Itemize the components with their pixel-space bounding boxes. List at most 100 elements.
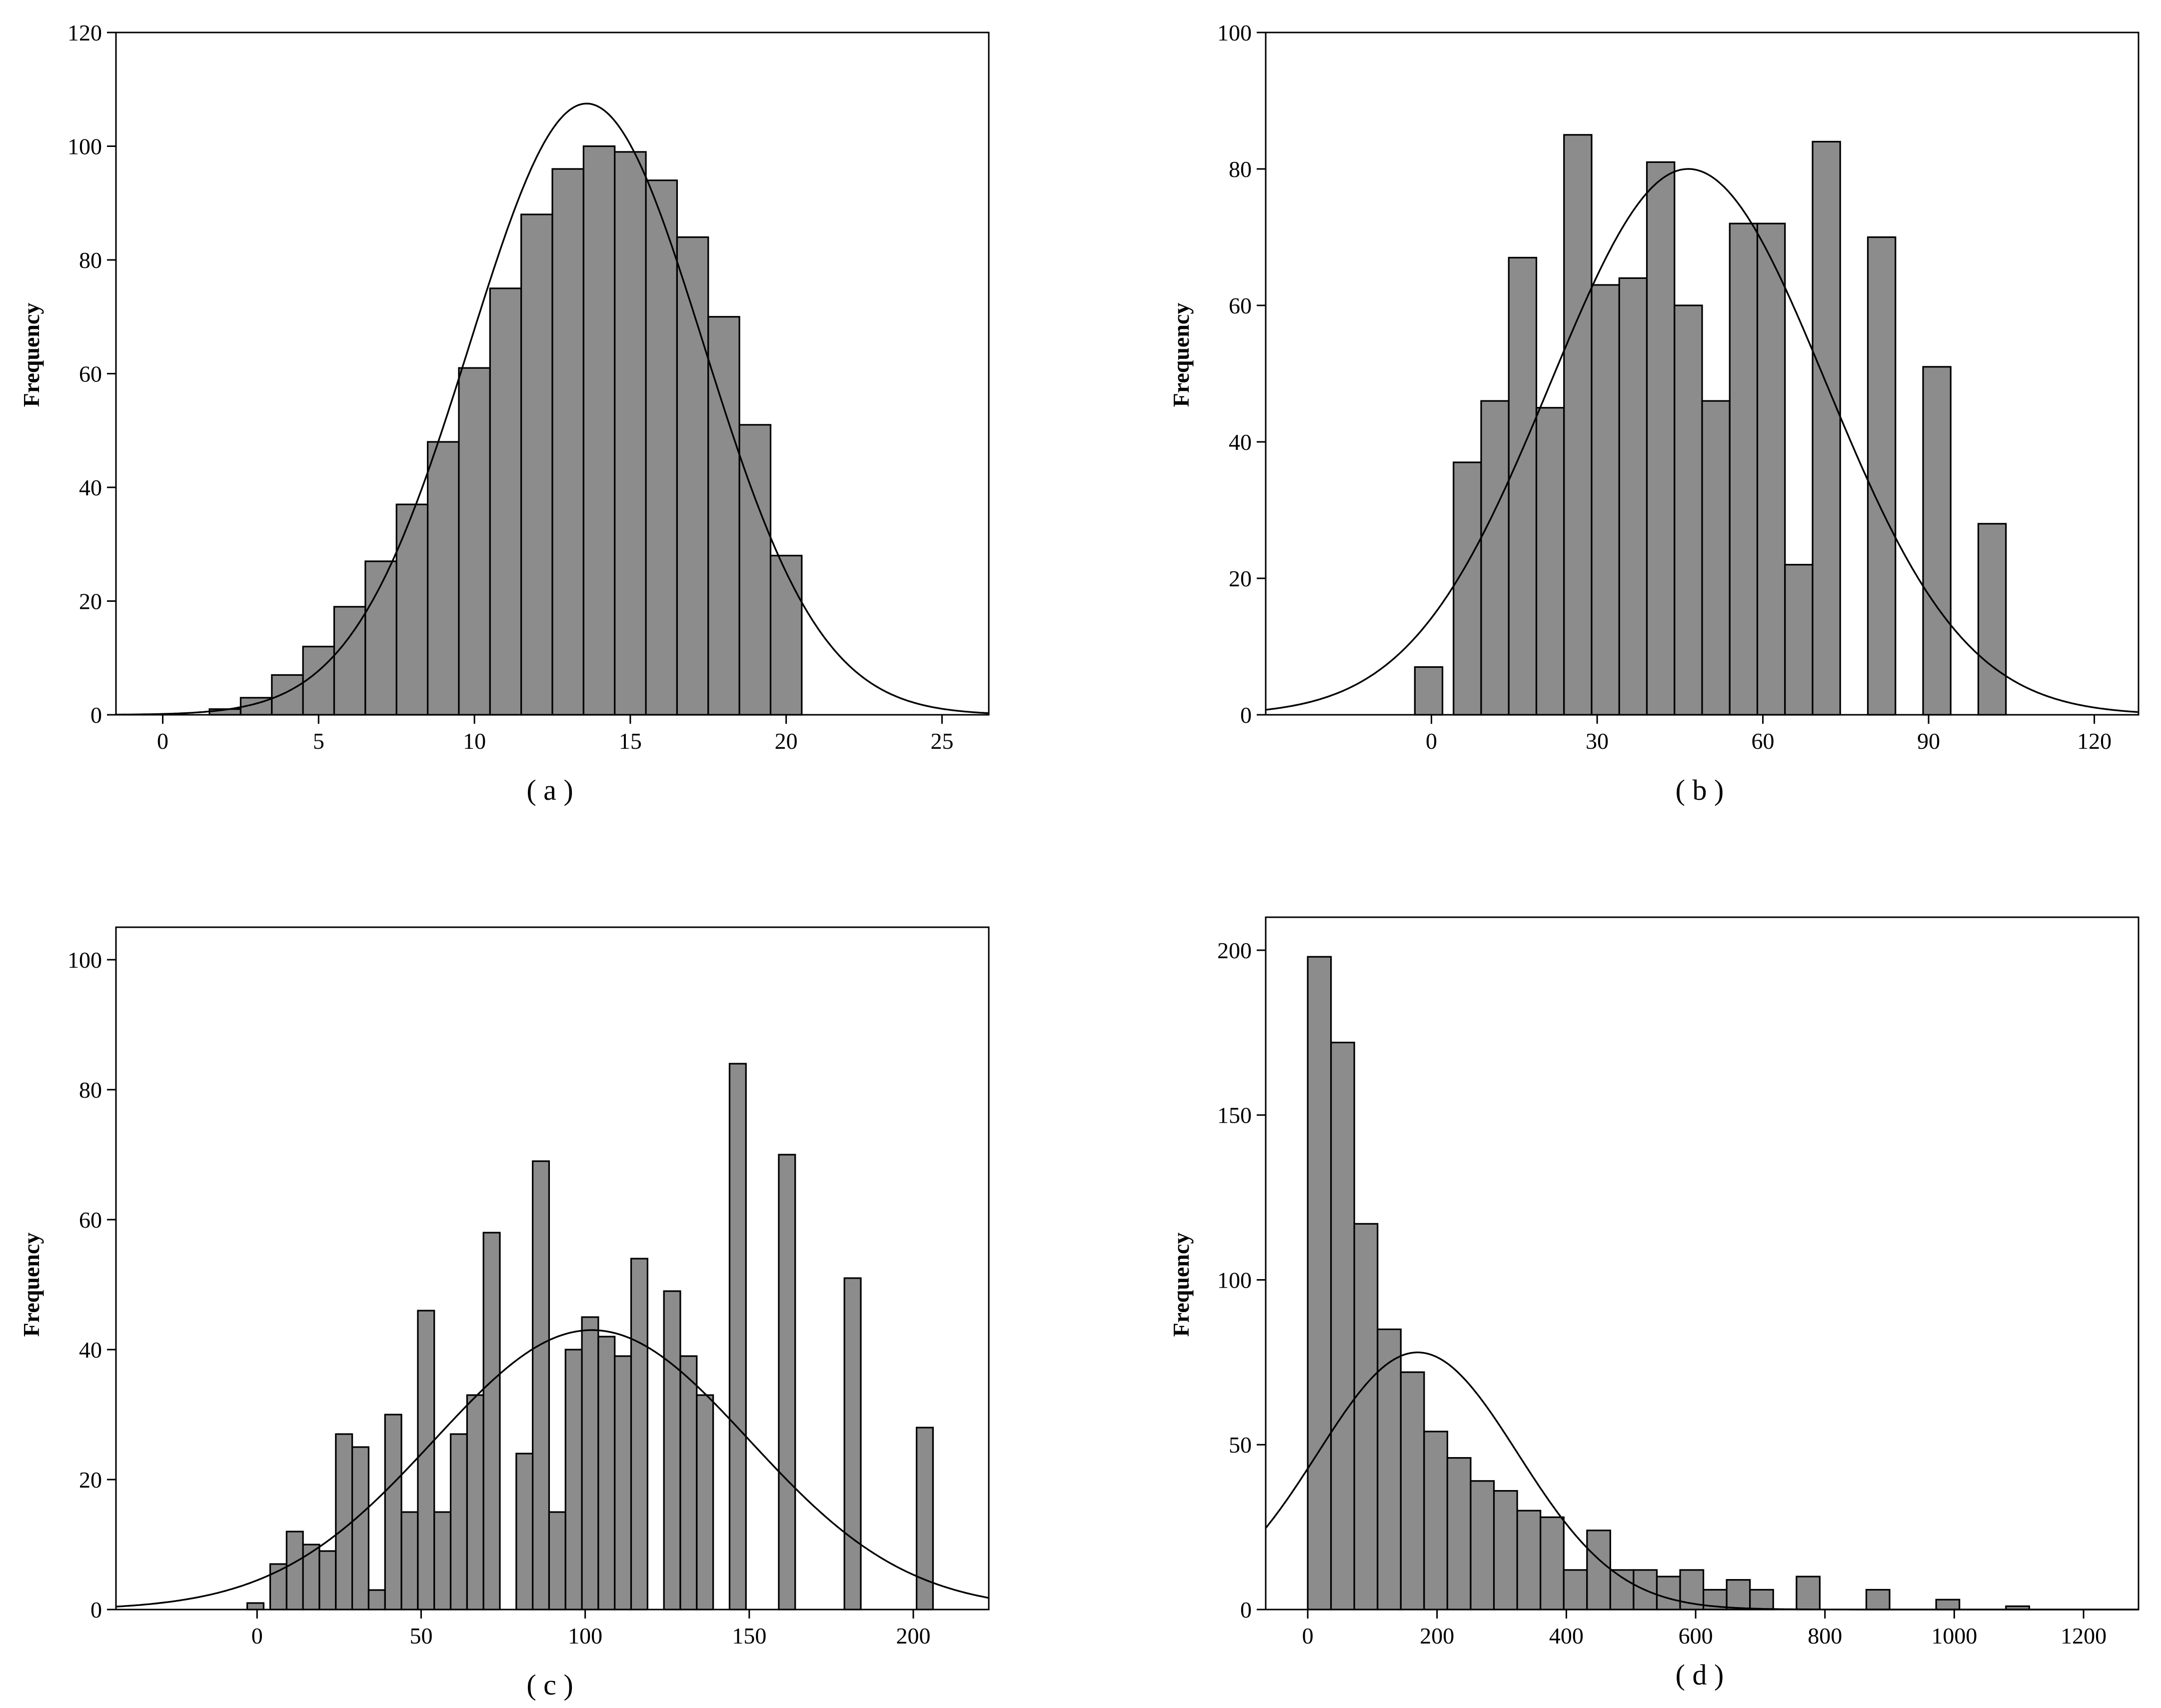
panel-b-bar [1977,523,2007,716]
panel-d-bar [1586,1530,1611,1611]
panel-c-y-tick-label: 20 [79,1467,102,1493]
panel-a-bar [520,213,553,716]
panel-c-bar [417,1310,435,1611]
panel-a-bar [489,287,522,716]
panel-a-x-tick-label: 5 [313,728,324,754]
panel-b-bar [1756,222,1786,716]
panel-c-bar [843,1277,862,1611]
panel-a-x-tick-label: 20 [775,728,798,754]
panel-c-caption: ( c ) [526,1669,573,1701]
panel-b-y-tick-label: 0 [1240,702,1252,728]
panel-c-bar [614,1355,632,1611]
panel-c-bar [679,1355,698,1611]
panel-b-x-tick-label: 120 [2077,728,2112,754]
panel-a: Frequency ( a ) 0 5 10 15 20 25 0 20 40 60 80 100 12… [18,20,990,806]
panel-a-bar [395,503,429,716]
panel-b-bar [1701,400,1731,716]
panel-d-x-tick-label: 400 [1549,1623,1584,1649]
panel-a-bar [551,168,584,716]
panel-a-x-tick-label: 10 [463,728,486,754]
panel-c-bar [318,1550,337,1611]
panel-d-y-tick-label: 50 [1229,1432,1252,1458]
panel-a-y-tick-label: 20 [79,589,102,614]
panel-c-bar [335,1433,353,1611]
panel-b-caption: ( b ) [1676,774,1724,806]
panel-a-x-tick-label: 15 [619,728,642,754]
panel-b-y-tick-label: 80 [1229,156,1252,182]
panel-d-bar [1609,1569,1635,1611]
panel-b-bar [1563,134,1593,716]
panel-b-ylabel: Frequency [1168,303,1194,407]
panel-b-bar [1480,400,1510,716]
panel-c-x-tick-label: 0 [251,1623,263,1649]
panel-d-bar [1935,1599,1961,1611]
panel-b-x-tick-label: 30 [1586,728,1609,754]
panel-c-bar [696,1394,714,1611]
panel-b-normal-curve [1265,168,2139,713]
panel-c-bar [466,1394,484,1611]
panel-a-y-tick-label: 40 [79,475,102,500]
panel-a-bar [645,179,678,716]
panel-b-bar [1535,407,1565,716]
panel-c-y-tick-label: 100 [67,947,102,973]
panel-c-y-tick-label: 0 [90,1597,102,1623]
panel-d-x-tick-label: 1200 [2061,1623,2107,1649]
panel-c-bar [384,1414,402,1611]
panel-a-bar [614,151,647,716]
panel-d-bar [1796,1576,1821,1611]
panel-c-bar [532,1160,550,1611]
panel-c-bar [778,1154,796,1611]
panel-c-bar [400,1511,419,1611]
panel-b-bar [1414,666,1444,716]
panel-a-bar [302,645,335,716]
panel-c-normal-curve [115,1329,989,1608]
panel-a-bar [582,145,616,716]
panel-d-x-tick-label: 800 [1808,1623,1842,1649]
panel-c-bar [285,1531,304,1611]
panel-c-bar [515,1453,534,1611]
panel-a-ylabel: Frequency [18,303,44,407]
panel-c-bar [367,1589,386,1611]
panel-c-bar [433,1511,452,1611]
panel-a-caption: ( a ) [526,774,573,806]
panel-b-y-tick-label: 60 [1229,293,1252,318]
panel-d-y-tick-label: 0 [1240,1597,1252,1623]
panel-d-bar [1749,1589,1774,1611]
panel-d-bar [1540,1516,1565,1611]
panel-b-bar [1867,236,1897,716]
panel-a-bar [707,316,740,716]
panel-d-normal-curve [1265,1351,2139,1611]
panel-d-bar [1726,1579,1751,1611]
panel-b-bar [1618,277,1648,716]
panel-d-x-tick-label: 0 [1302,1623,1314,1649]
panel-d-bar [1400,1371,1425,1611]
panel-c-bar [630,1258,648,1611]
panel-c-x-tick-label: 150 [732,1623,766,1649]
panel-b-y-tick-label: 40 [1229,429,1252,455]
panel-d-caption: ( d ) [1676,1659,1724,1691]
panel-d-bar [1470,1480,1495,1611]
panel-a-y-tick-label: 100 [67,134,102,159]
panel-b-bar [1453,461,1482,716]
panel-c-y-tick-label: 60 [79,1207,102,1233]
panel-c-plot-area [115,926,990,1611]
panel-c-y-tick-label: 80 [79,1077,102,1103]
panel-b-y-tick-label: 20 [1229,566,1252,591]
panel-d-bar [1446,1457,1472,1611]
panel-d-bar [1353,1223,1379,1611]
panel-a-bar [426,441,460,716]
panel-b-bar [1591,284,1620,716]
panel-d-bar [1423,1431,1449,1611]
panel-c-x-tick-label: 200 [896,1623,931,1649]
panel-c-bar [246,1602,264,1611]
panel-c-bar [449,1433,468,1611]
panel-d-x-tick-label: 600 [1679,1623,1713,1649]
panel-c-ylabel: Frequency [18,1233,44,1337]
panel-c-bar [597,1336,616,1611]
panel-d-y-tick-label: 200 [1217,938,1252,963]
panel-c-bar [548,1511,566,1611]
panel-d-y-tick-label: 150 [1217,1103,1252,1128]
panel-b-bar [1922,366,1952,716]
panel-a-bar [769,554,803,716]
